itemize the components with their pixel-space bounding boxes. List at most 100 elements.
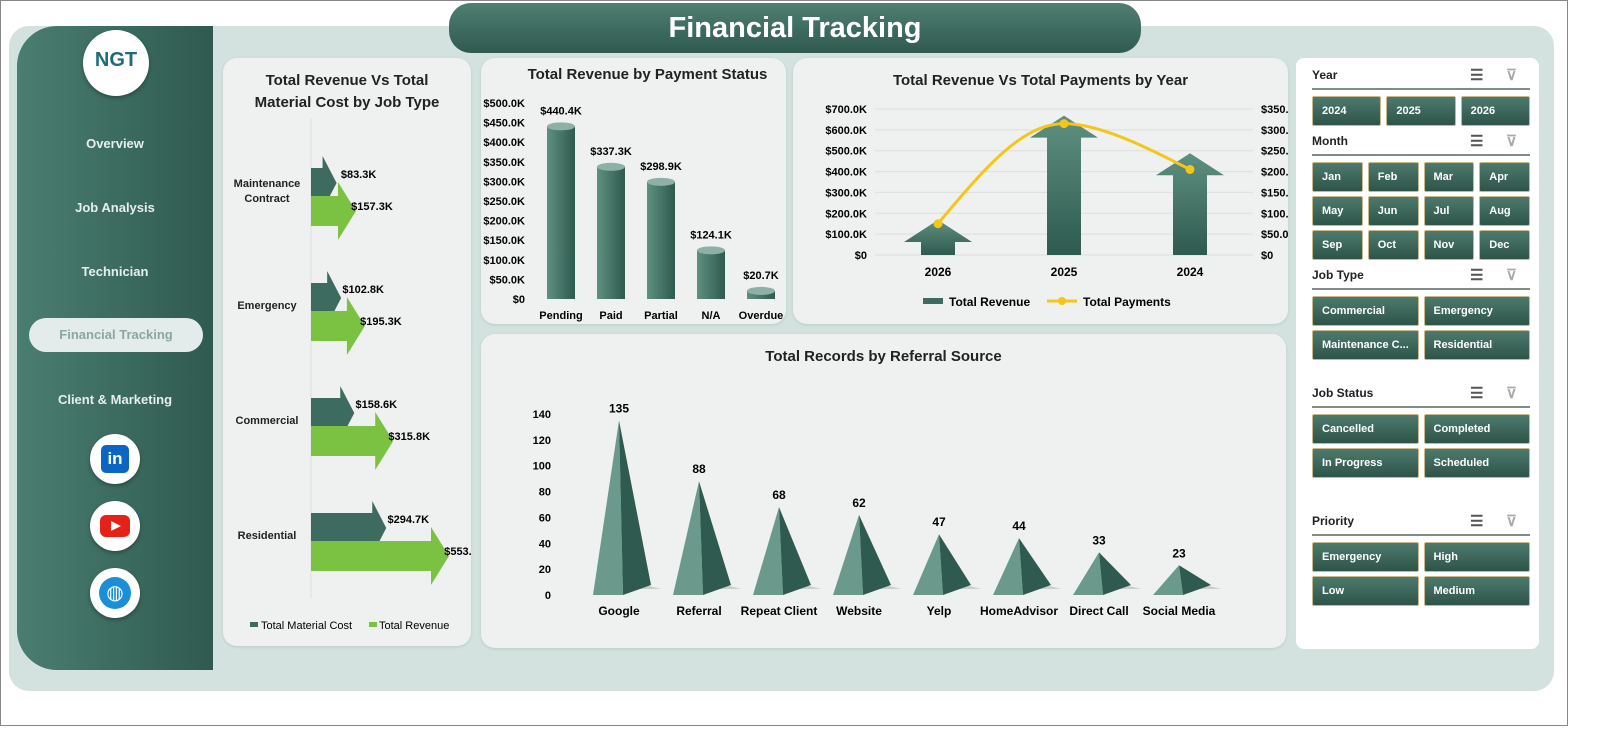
payments-point	[1059, 119, 1069, 129]
chart-revenue-by-payment-status: Total Revenue by Payment Status $500.0K $…	[481, 58, 786, 324]
slicer-option[interactable]: Jun	[1367, 196, 1419, 226]
slicer-option[interactable]: Commercial	[1312, 296, 1419, 326]
x-tick: Repeat Client	[741, 604, 818, 618]
youtube-icon[interactable]	[90, 501, 140, 551]
slicer-option[interactable]: High	[1423, 542, 1530, 572]
legend-marker-payments	[1058, 297, 1066, 305]
category-label: Emergency	[237, 300, 297, 312]
revenue-arrow	[311, 412, 394, 470]
y-tick-left: $100.0K	[825, 229, 867, 241]
slicer-option[interactable]: Medium	[1423, 576, 1530, 606]
bar	[547, 126, 575, 300]
slicer-header-priority: Priority ☰ ⊽	[1312, 513, 1530, 536]
globe-icon[interactable]: ◍	[90, 568, 140, 618]
slicer-option[interactable]: Residential	[1423, 330, 1530, 360]
x-tick: N/A	[702, 310, 721, 322]
slicer-option[interactable]: Low	[1312, 576, 1419, 606]
slicer-option[interactable]: Cancelled	[1312, 414, 1419, 444]
pyramid-bar	[1153, 565, 1183, 595]
chart-revenue-vs-material-cost: Total Revenue Vs Total Material Cost by …	[223, 58, 471, 646]
pyramid-bar	[993, 538, 1023, 595]
clear-filter-icon[interactable]: ⊽	[1506, 513, 1517, 530]
data-label: 44	[1012, 519, 1026, 533]
data-label: 88	[692, 462, 706, 476]
y-tick-left: $500.0K	[825, 146, 867, 158]
slicer-option[interactable]: Jan	[1312, 162, 1363, 192]
y-tick: 100	[533, 461, 551, 473]
slicer-title: Month	[1312, 134, 1348, 148]
slicer-option[interactable]: Aug	[1479, 196, 1530, 226]
slicer-option[interactable]: Nov	[1423, 230, 1475, 260]
slicer-option[interactable]: May	[1312, 196, 1363, 226]
pyramid-side	[619, 420, 651, 595]
slicer-title: Job Status	[1312, 386, 1374, 400]
multi-select-icon[interactable]: ☰	[1470, 267, 1484, 284]
data-label: 47	[932, 515, 946, 529]
multi-select-icon[interactable]: ☰	[1470, 513, 1484, 530]
y-tick: $200.0K	[483, 216, 525, 228]
slicer-option[interactable]: 2024	[1312, 96, 1382, 126]
linkedin-icon[interactable]: in	[90, 434, 140, 484]
slicer-option[interactable]: Sep	[1312, 230, 1363, 260]
slicer-option[interactable]: Scheduled	[1423, 448, 1530, 478]
slicer-option[interactable]: Feb	[1367, 162, 1419, 192]
y-tick: 0	[545, 590, 551, 602]
x-tick: Website	[836, 604, 882, 618]
y-tick-right: $250.0K	[1261, 146, 1288, 158]
nav-technician[interactable]: Technician	[81, 264, 149, 279]
clear-filter-icon[interactable]: ⊽	[1506, 267, 1517, 284]
data-label: 68	[772, 488, 786, 502]
x-tick: 2025	[1051, 265, 1078, 279]
bar	[697, 250, 725, 299]
page-title: Financial Tracking	[449, 3, 1141, 53]
slicer-option[interactable]: Dec	[1479, 230, 1530, 260]
bar-top	[747, 286, 775, 295]
legend-swatch-material	[250, 622, 258, 627]
data-label: $440.4K	[540, 105, 582, 117]
logo: NGT	[83, 30, 149, 96]
y-tick: $350.0K	[483, 157, 525, 169]
nav-client-marketing[interactable]: Client & Marketing	[57, 392, 173, 407]
data-label: $20.7K	[743, 270, 779, 282]
revenue-label: $315.8K	[388, 431, 430, 443]
nav-financial-tracking[interactable]: Financial Tracking	[29, 318, 203, 352]
data-label: 62	[852, 496, 866, 510]
data-label: 23	[1172, 546, 1186, 560]
clear-filter-icon[interactable]: ⊽	[1506, 67, 1517, 84]
slicer-option[interactable]: Oct	[1367, 230, 1419, 260]
multi-select-icon[interactable]: ☰	[1470, 67, 1484, 84]
revenue-label: $157.3K	[351, 201, 393, 213]
clear-filter-icon[interactable]: ⊽	[1506, 385, 1517, 402]
revenue-label: $195.3K	[360, 316, 402, 328]
pyramid-side	[1179, 565, 1211, 595]
data-label: $337.3K	[590, 146, 632, 158]
multi-select-icon[interactable]: ☰	[1470, 133, 1484, 150]
slicer-option[interactable]: Mar	[1423, 162, 1475, 192]
slicer-option[interactable]: Emergency	[1423, 296, 1530, 326]
slicer-option[interactable]: Maintenance C...	[1312, 330, 1419, 360]
slicer-option[interactable]: 2025	[1386, 96, 1456, 126]
x-tick: 2024	[1177, 265, 1204, 279]
slicer-option[interactable]: Jul	[1423, 196, 1475, 226]
y-tick: 60	[539, 512, 551, 524]
y-tick-right: $100.0K	[1261, 208, 1288, 220]
category-label: Residential	[238, 530, 297, 542]
slicer-title: Year	[1312, 68, 1338, 82]
y-tick-left: $400.0K	[825, 167, 867, 179]
nav-overview[interactable]: Overview	[86, 136, 144, 151]
bar-top	[697, 246, 725, 255]
legend-revenue: Total Revenue	[949, 295, 1030, 309]
x-tick: Google	[598, 604, 640, 618]
slicer-option[interactable]: Apr	[1479, 162, 1530, 192]
clear-filter-icon[interactable]: ⊽	[1506, 133, 1517, 150]
revenue-arrow	[1156, 153, 1224, 255]
slicer-option[interactable]: 2026	[1460, 96, 1530, 126]
y-tick: 140	[533, 409, 551, 421]
slicer-option[interactable]: Completed	[1423, 414, 1530, 444]
slicer-option[interactable]: In Progress	[1312, 448, 1419, 478]
revenue-label: $553.1K	[444, 546, 471, 558]
multi-select-icon[interactable]: ☰	[1470, 385, 1484, 402]
pyramid-side	[779, 507, 811, 595]
slicer-option[interactable]: Emergency	[1312, 542, 1419, 572]
nav-job-analysis[interactable]: Job Analysis	[75, 200, 155, 215]
